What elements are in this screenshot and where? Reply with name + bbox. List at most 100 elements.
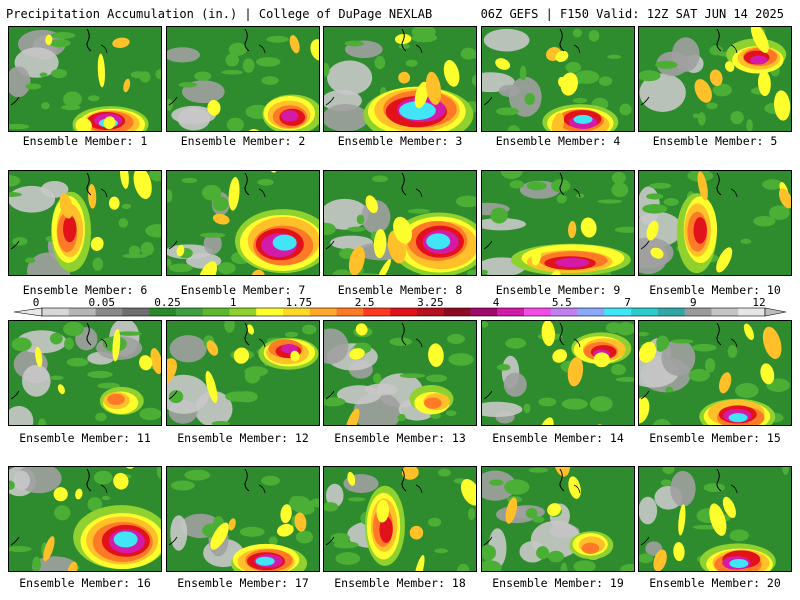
- precip-contour: [281, 110, 299, 122]
- precip-light: [561, 398, 588, 410]
- dry-area: [169, 335, 207, 363]
- precip-streak: [108, 196, 120, 210]
- colorbar-swatch: [550, 308, 578, 316]
- dry-area: [482, 470, 516, 501]
- precip-contour: [750, 55, 768, 65]
- precip-contour: [581, 542, 600, 554]
- precip-map: [482, 321, 634, 425]
- dry-area: [9, 405, 34, 425]
- ensemble-panel: [481, 466, 635, 572]
- precip-light: [652, 418, 671, 425]
- precipitation-colorbar: 0 0.05 0.25 1 1.75 2.5 3.25 4 5.5 7 9 12: [13, 296, 787, 317]
- precip-light: [656, 343, 665, 352]
- precip-light: [438, 468, 451, 477]
- state-border: [325, 96, 335, 106]
- precip-contour: [573, 114, 593, 124]
- ensemble-member-label: Ensemble Member: 9: [495, 283, 621, 297]
- precip-light: [50, 32, 76, 39]
- state-border: [10, 536, 20, 546]
- state-border: [10, 390, 20, 400]
- dry-area: [483, 28, 530, 52]
- shoreline: [86, 28, 92, 52]
- state-border: [640, 390, 650, 400]
- precip-map: [482, 27, 634, 131]
- colorbar-swatch: [684, 308, 712, 316]
- precip-streak: [75, 117, 92, 131]
- precip-streak: [119, 171, 129, 189]
- shoreline: [401, 28, 407, 52]
- precip-light: [12, 237, 28, 246]
- shoreline: [559, 172, 565, 196]
- precip-streak: [538, 417, 554, 425]
- precip-light: [257, 178, 274, 186]
- precip-light: [611, 171, 626, 184]
- precip-map: [324, 27, 476, 131]
- state-border: [168, 96, 178, 106]
- precip-light: [611, 363, 626, 376]
- precip-light: [662, 467, 675, 475]
- precip-light: [660, 479, 672, 487]
- precip-streak: [646, 220, 659, 241]
- precip-map: [9, 171, 161, 275]
- precip-light: [244, 368, 261, 384]
- precip-map: [9, 27, 161, 131]
- precip-light: [398, 43, 410, 49]
- precip-light: [505, 337, 527, 349]
- precip-map: [324, 171, 476, 275]
- precip-light: [121, 203, 132, 210]
- dry-area: [326, 60, 373, 95]
- precip-contour: [280, 344, 298, 354]
- dry-area: [670, 470, 696, 507]
- ensemble-panel: [8, 170, 162, 276]
- precip-light: [9, 191, 22, 198]
- precip-map: [639, 27, 791, 131]
- precip-streak: [228, 518, 236, 531]
- precip-light: [560, 562, 568, 571]
- precip-light: [130, 71, 146, 79]
- ensemble-panel: [638, 170, 792, 276]
- precip-light: [324, 63, 330, 77]
- precip-streak: [59, 193, 73, 219]
- ensemble-member-label: Ensemble Member: 19: [492, 576, 624, 590]
- precip-streak: [593, 352, 610, 368]
- shoreline: [716, 28, 722, 52]
- precip-light: [87, 497, 103, 512]
- precip-contour: [107, 393, 125, 405]
- ensemble-panel: [638, 26, 792, 132]
- precip-light: [167, 258, 172, 267]
- precip-light: [762, 179, 783, 190]
- colorbar-swatch: [390, 308, 418, 316]
- colorbar-swatch: [202, 308, 230, 316]
- precip-light: [556, 194, 567, 204]
- precip-light: [324, 397, 346, 407]
- precip-light: [92, 257, 104, 271]
- precip-light: [547, 550, 564, 563]
- precip-light: [289, 496, 302, 509]
- colorbar-swatch: [711, 308, 739, 316]
- ensemble-panel: [8, 26, 162, 132]
- precip-light: [697, 112, 706, 126]
- precip-light: [37, 418, 47, 425]
- shoreline: [730, 188, 738, 198]
- precip-light: [149, 171, 161, 182]
- precip-map: [482, 467, 634, 571]
- precip-light: [9, 123, 30, 130]
- precip-light: [347, 226, 366, 232]
- precip-light: [565, 61, 582, 73]
- colorbar-right-arrow: [764, 307, 787, 317]
- dry-area: [167, 374, 209, 414]
- precip-map: [324, 467, 476, 571]
- precip-light: [168, 390, 184, 404]
- colorbar-label: 3.25: [417, 296, 444, 309]
- precip-light: [168, 263, 193, 273]
- precip-streak: [413, 554, 425, 571]
- precip-light: [101, 495, 111, 501]
- precip-light: [448, 353, 474, 366]
- precip-light: [261, 76, 279, 85]
- colorbar-swatch: [470, 308, 498, 316]
- precip-light: [523, 403, 531, 414]
- shoreline: [86, 468, 92, 492]
- precip-light: [211, 420, 231, 425]
- precip-light: [63, 321, 84, 337]
- colorbar-swatch: [657, 308, 685, 316]
